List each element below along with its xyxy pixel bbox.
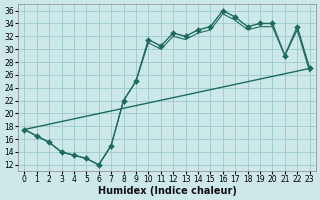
X-axis label: Humidex (Indice chaleur): Humidex (Indice chaleur) [98, 186, 236, 196]
